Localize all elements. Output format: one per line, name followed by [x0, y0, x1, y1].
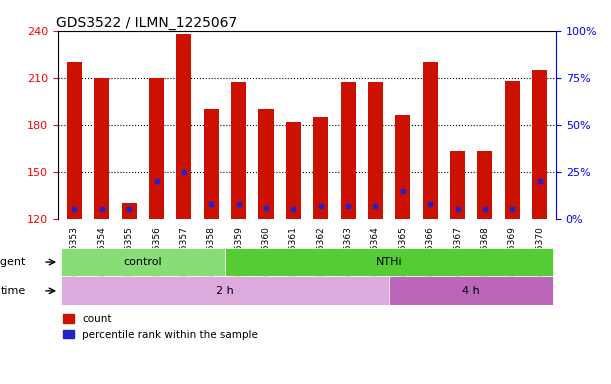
Bar — [258, 109, 274, 219]
Text: 2 h: 2 h — [216, 286, 234, 296]
Bar — [177, 34, 191, 219]
Text: GDS3522 / ILMN_1225067: GDS3522 / ILMN_1225067 — [56, 16, 237, 30]
Text: agent: agent — [0, 257, 26, 267]
Bar — [60, 276, 389, 305]
Text: control: control — [123, 257, 162, 267]
Bar — [532, 70, 547, 219]
Bar — [94, 78, 109, 219]
Bar — [203, 109, 219, 219]
Bar — [149, 78, 164, 219]
Text: time: time — [1, 286, 26, 296]
Bar — [505, 81, 520, 219]
Bar — [389, 276, 554, 305]
Bar — [450, 151, 465, 219]
Bar — [225, 248, 554, 276]
Bar — [477, 151, 492, 219]
Bar — [340, 83, 356, 219]
Bar — [67, 62, 82, 219]
Bar — [60, 248, 225, 276]
Bar — [423, 62, 437, 219]
Bar — [313, 117, 328, 219]
Bar — [395, 115, 411, 219]
Bar — [231, 83, 246, 219]
Bar — [122, 203, 137, 219]
Legend: count, percentile rank within the sample: count, percentile rank within the sample — [64, 314, 258, 339]
Text: NTHi: NTHi — [376, 257, 403, 267]
Text: 4 h: 4 h — [463, 286, 480, 296]
Bar — [368, 83, 383, 219]
Bar — [286, 122, 301, 219]
